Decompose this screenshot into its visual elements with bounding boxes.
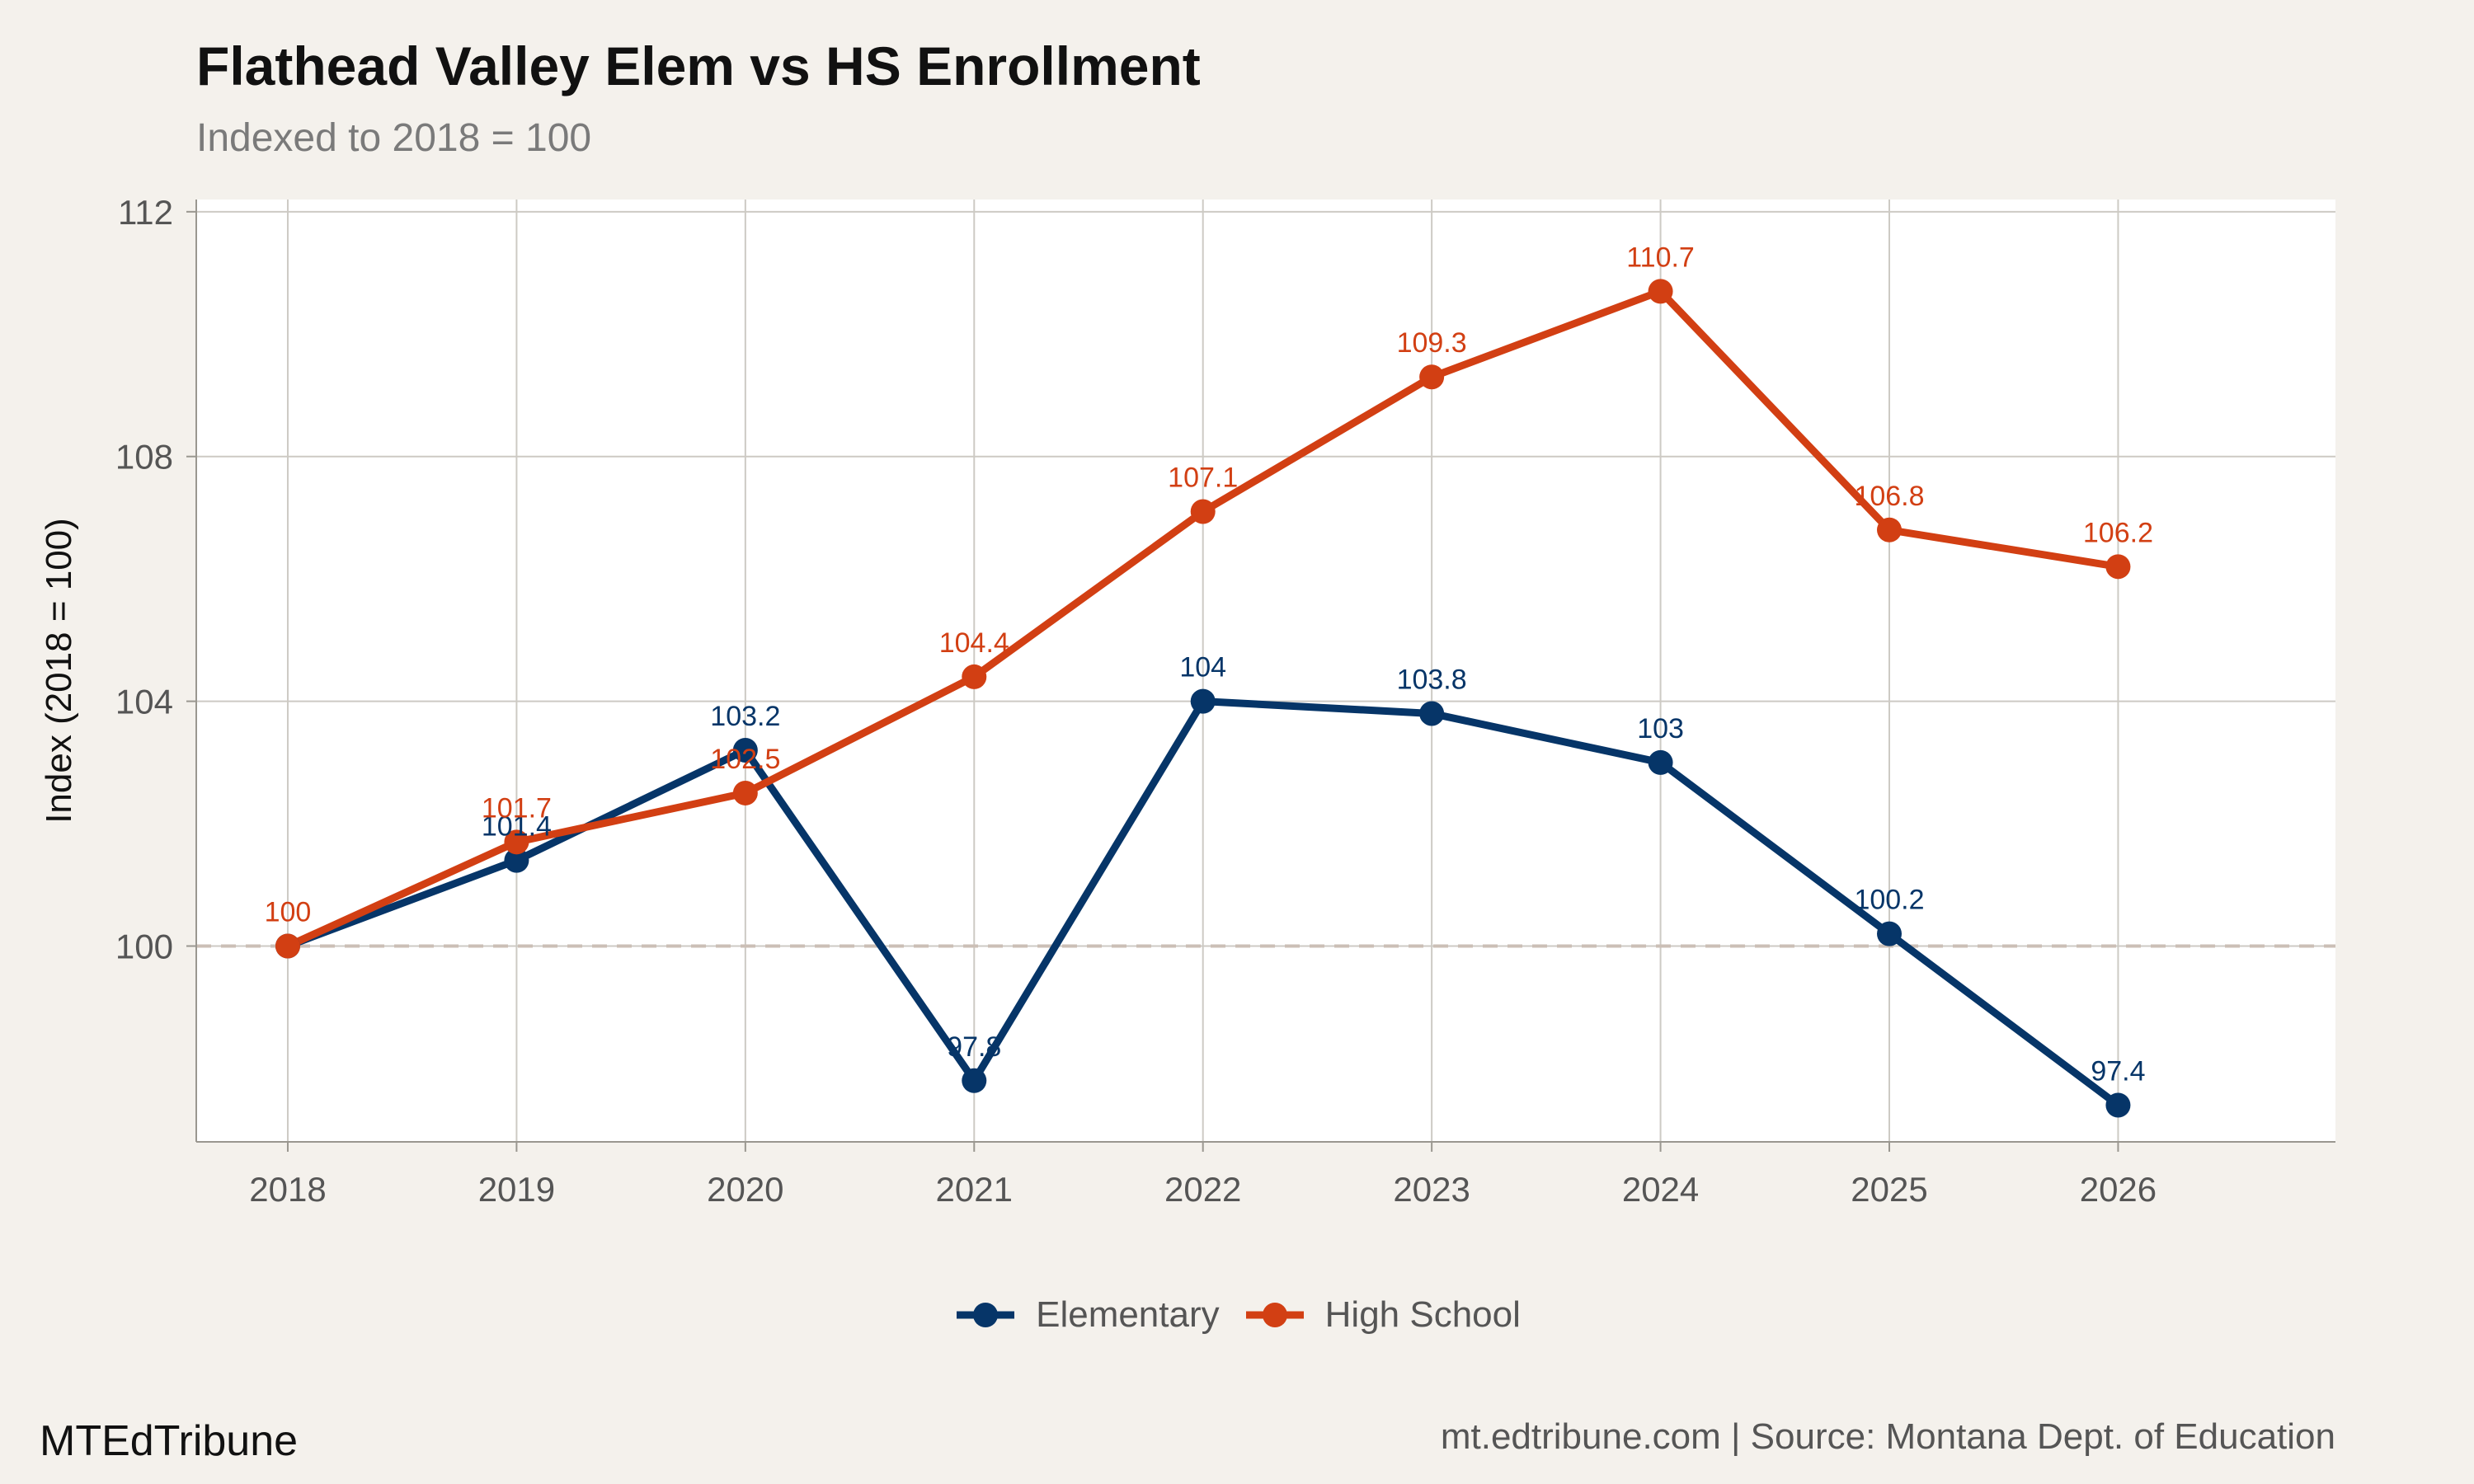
data-label: 110.7 <box>1626 242 1695 273</box>
data-label: 104 <box>1179 652 1226 683</box>
data-labels: 101.4 103.2 97.8 104 103.8 103 100.2 97.4 100 101… <box>265 242 2153 1087</box>
plot-panel <box>196 200 2335 1142</box>
data-point <box>1877 517 1903 542</box>
legend-key-icon <box>957 1303 1015 1327</box>
data-point <box>1648 279 1673 304</box>
data-point <box>732 780 758 805</box>
data-point <box>2105 1092 2131 1118</box>
source-caption: mt.edtribune.com | Source: Montana Dept.… <box>1440 1416 2335 1457</box>
y-axis-label: Index (2018 = 100) <box>39 518 79 824</box>
x-tick-label: 2024 <box>1622 1170 1699 1209</box>
data-label: 106.2 <box>2083 517 2153 548</box>
data-point <box>2105 554 2131 580</box>
data-point <box>1190 688 1216 714</box>
legend-label: Elementary <box>1036 1294 1220 1335</box>
y-tick-label: 100 <box>115 927 173 965</box>
y-tick-label: 112 <box>118 193 173 232</box>
x-tick-label: 2025 <box>1851 1170 1927 1209</box>
data-point <box>504 848 529 873</box>
y-tick-label: 104 <box>115 683 173 721</box>
data-point <box>962 1068 987 1093</box>
x-tick-label: 2020 <box>707 1170 783 1209</box>
x-tick-label: 2023 <box>1393 1170 1470 1209</box>
data-point <box>732 737 758 763</box>
legend: Elementary High School <box>0 1294 2474 1336</box>
data-label: 101.7 <box>482 792 552 824</box>
legend-label: High School <box>1324 1294 1521 1335</box>
grid-lines <box>196 200 2335 1142</box>
legend-key-dot <box>973 1303 999 1327</box>
data-label: 102.5 <box>710 744 780 775</box>
x-tick-label: 2021 <box>936 1170 1013 1209</box>
data-point <box>1419 364 1445 390</box>
x-tick-label: 2018 <box>249 1170 326 1209</box>
data-label: 107.1 <box>1168 463 1238 494</box>
data-point <box>275 933 300 959</box>
legend-key-icon <box>1245 1303 1304 1327</box>
series-layer <box>275 279 2131 1118</box>
data-label: 106.8 <box>1854 481 1924 512</box>
data-label: 100.2 <box>1854 885 1924 916</box>
axes: 100 104 108 112 2018 2019 2020 2021 2022 2023 2024… <box>39 193 2335 1209</box>
data-label: 101.4 <box>482 811 552 843</box>
legend-item: High School <box>1243 1294 1521 1336</box>
data-label: 100 <box>265 896 312 928</box>
data-point <box>1190 499 1216 524</box>
x-tick-label: 2019 <box>478 1170 555 1209</box>
legend-key-dot <box>1262 1303 1287 1327</box>
data-point <box>962 664 987 689</box>
data-label: 104.4 <box>939 627 1009 659</box>
data-label: 109.3 <box>1397 327 1467 359</box>
brand-logo-text: MTEdTribune <box>40 1417 299 1465</box>
data-label: 103.8 <box>1397 664 1467 695</box>
data-point <box>1419 701 1445 726</box>
legend-item: Elementary <box>953 1294 1220 1336</box>
data-label: 103 <box>1637 713 1684 744</box>
chart-subtitle: Indexed to 2018 = 100 <box>196 116 592 160</box>
data-label: 97.4 <box>2091 1055 2145 1087</box>
y-tick-label: 108 <box>115 438 173 477</box>
data-label: 103.2 <box>710 701 780 732</box>
data-point <box>1877 921 1903 946</box>
x-tick-label: 2026 <box>2080 1170 2157 1209</box>
data-label: 97.8 <box>947 1031 1001 1063</box>
data-point <box>504 829 529 855</box>
x-tick-label: 2022 <box>1164 1170 1241 1209</box>
chart-title: Flathead Valley Elem vs HS Enrollment <box>196 35 1201 96</box>
data-point <box>1648 749 1673 775</box>
